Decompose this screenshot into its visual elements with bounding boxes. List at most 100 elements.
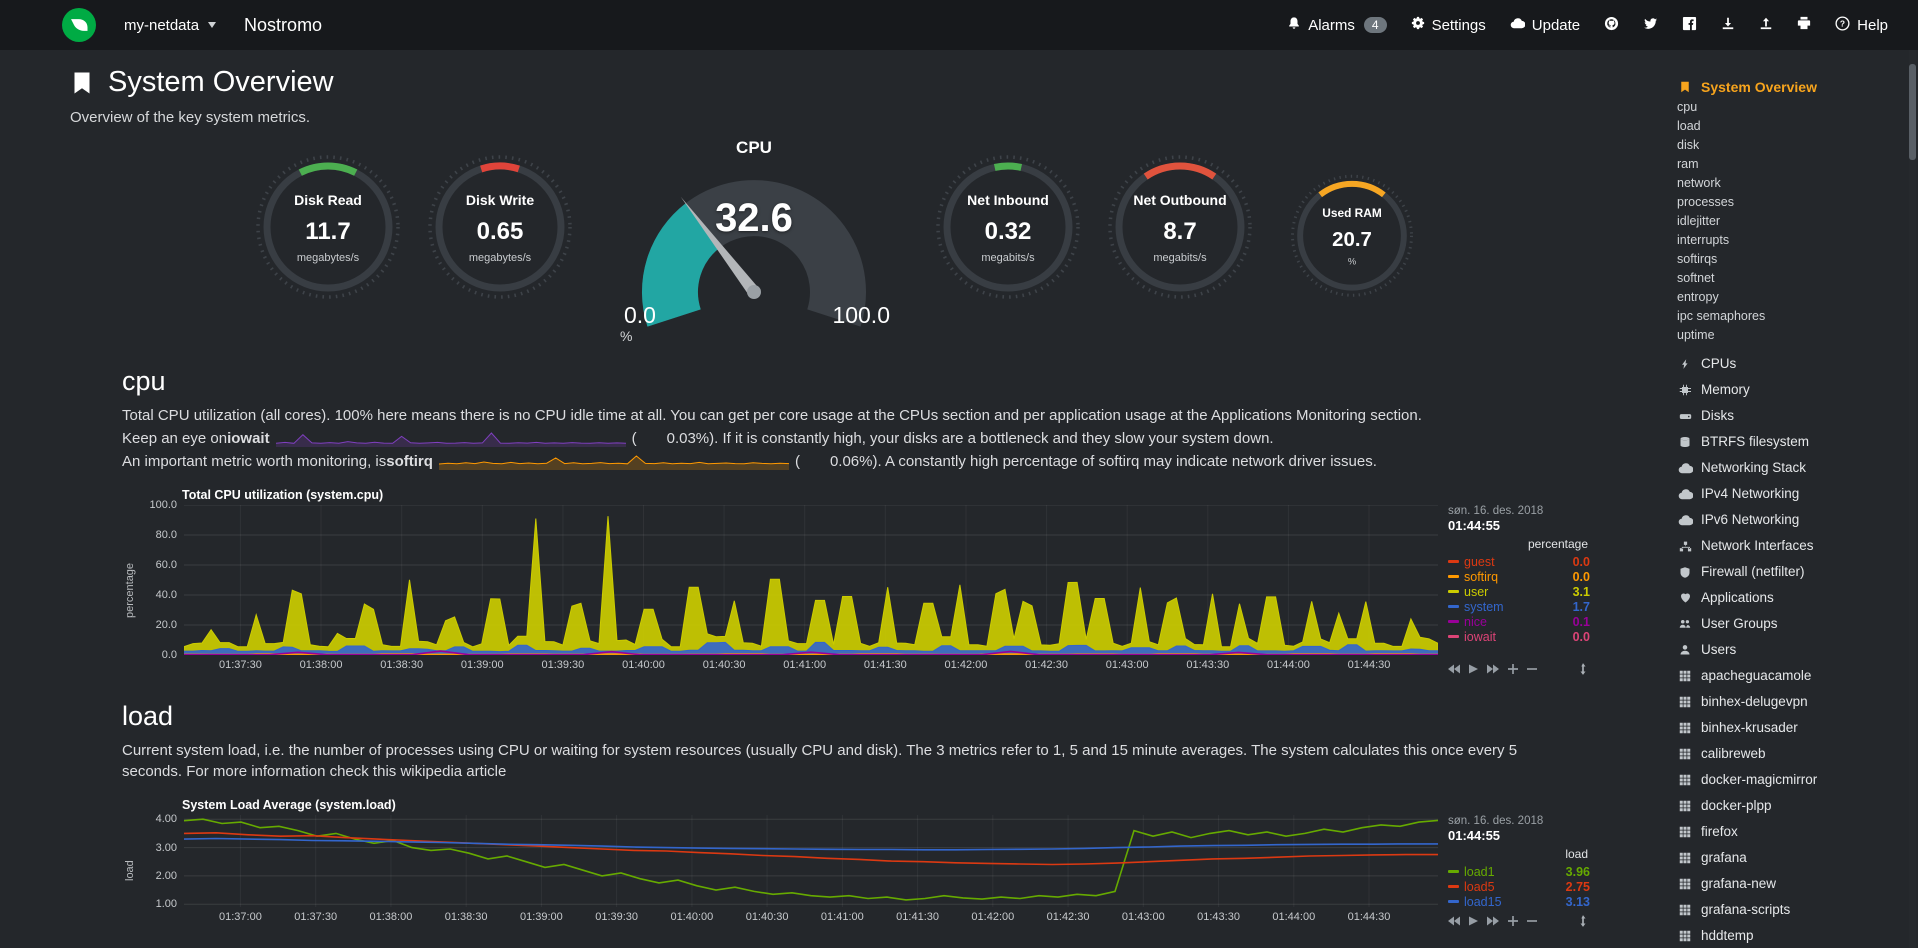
help-button[interactable]: ? Help [1835,15,1888,35]
pan-backward-icon[interactable] [1448,916,1460,926]
sidebar-item-label: Network Interfaces [1701,538,1814,553]
print-button[interactable] [1797,16,1811,34]
users-icon [1677,618,1693,630]
netdata-logo[interactable] [62,8,96,42]
settings-button[interactable]: Settings [1411,16,1486,34]
x-tick-label: 01:40:00 [622,659,665,671]
sidebar-item-disk[interactable]: disk [1677,136,1904,155]
zoom-in-icon[interactable] [1508,664,1518,674]
sidebar-item-docker-plpp[interactable]: docker-plpp [1677,793,1904,819]
alarms-button[interactable]: Alarms 4 [1287,16,1387,34]
page-scrollbar[interactable] [1909,50,1916,948]
sidebar-item-interrupts[interactable]: interrupts [1677,231,1904,250]
zoom-in-icon[interactable] [1508,916,1518,926]
sidebar-item-binhex-delugevpn[interactable]: binhex-delugevpn [1677,689,1904,715]
legend-item-user[interactable]: user 3.1 [1448,584,1590,599]
sidebar-item-uptime[interactable]: uptime [1677,326,1904,345]
legend-item-guest[interactable]: guest 0.0 [1448,554,1590,569]
legend-item-iowait[interactable]: iowait 0.0 [1448,629,1590,644]
sidebar-item-network[interactable]: network [1677,174,1904,193]
zoom-out-icon[interactable] [1527,916,1537,926]
sidebar-item-binhex-krusader[interactable]: binhex-krusader [1677,715,1904,741]
scrollbar-thumb[interactable] [1909,64,1916,160]
database-icon [1677,436,1693,448]
twitter-button[interactable] [1643,16,1658,35]
sidebar-item-grafana-new[interactable]: grafana-new [1677,871,1904,897]
y-tick-label: 4.00 [155,813,177,826]
sidebar-item-cpu[interactable]: cpu [1677,98,1904,117]
export-snapshot-button[interactable] [1759,16,1773,34]
pan-backward-icon[interactable] [1448,664,1460,674]
bell-icon [1287,16,1301,34]
sidebar-item-applications[interactable]: Applications [1677,585,1904,611]
play-icon[interactable] [1469,664,1478,674]
disk-read-gauge[interactable]: Disk Read 11.7 megabytes/s [253,152,403,322]
sidebar-item-cpus[interactable]: CPUs [1677,351,1904,377]
resize-handle-icon[interactable] [1578,915,1588,927]
sidebar-item-label: binhex-delugevpn [1701,694,1808,709]
facebook-button[interactable] [1682,16,1697,35]
sidebar-item-btrfs-filesystem[interactable]: BTRFS filesystem [1677,429,1904,455]
net-inbound-gauge[interactable]: Net Inbound 0.32 megabits/s [933,152,1083,322]
load-chart-plot[interactable]: 01:37:00 01:37:30 01:38:00 01:38:30 01:39:00… [184,815,1438,923]
sidebar-item-processes[interactable]: processes [1677,193,1904,212]
zoom-out-icon[interactable] [1527,664,1537,674]
cpu-description: Total CPU utilization (all cores). 100% … [122,407,1422,424]
sidebar-item-network-interfaces[interactable]: Network Interfaces [1677,533,1904,559]
sidebar-item-ram[interactable]: ram [1677,155,1904,174]
sidebar-item-firefox[interactable]: firefox [1677,819,1904,845]
sidebar-item-ipv4-networking[interactable]: IPv4 Networking [1677,481,1904,507]
legend-item-softirq[interactable]: softirq 0.0 [1448,569,1590,584]
play-icon[interactable] [1469,916,1478,926]
legend-item-load1[interactable]: load1 3.96 [1448,864,1590,879]
legend-item-load15[interactable]: load15 3.13 [1448,894,1590,909]
sidebar-item-calibreweb[interactable]: calibreweb [1677,741,1904,767]
softirq-sparkline[interactable] [438,454,789,470]
cpu-gauge[interactable]: CPU 32.6 0.0 100.0 % [604,136,904,348]
net-outbound-gauge[interactable]: Net Outbound 8.7 megabits/s [1105,152,1255,322]
legend-swatch [1448,605,1459,608]
sidebar-item-label: IPv6 Networking [1701,512,1800,527]
sidebar-item-label: Memory [1701,382,1750,397]
sidebar-item-grafana[interactable]: grafana [1677,845,1904,871]
sidebar-item-hddtemp[interactable]: hddtemp [1677,923,1904,948]
sidebar-item-softirqs[interactable]: softirqs [1677,250,1904,269]
sidebar-item-idlejitter[interactable]: idlejitter [1677,212,1904,231]
sidebar-item-ipv6-networking[interactable]: IPv6 Networking [1677,507,1904,533]
github-button[interactable] [1604,16,1619,35]
sidebar-item-system-overview[interactable]: System Overview [1677,76,1904,98]
sidebar-item-ipc-semaphores[interactable]: ipc semaphores [1677,307,1904,326]
sidebar-item-label: interrupts [1677,233,1730,247]
update-button[interactable]: Update [1510,16,1580,35]
sidebar-item-users[interactable]: Users [1677,637,1904,663]
sidebar-item-grafana-scripts[interactable]: grafana-scripts [1677,897,1904,923]
disk-write-gauge[interactable]: Disk Write 0.65 megabytes/s [425,152,575,322]
load-chart-ylabel: load [124,860,136,882]
sidebar-item-softnet[interactable]: softnet [1677,269,1904,288]
pan-forward-icon[interactable] [1487,664,1499,674]
sidebar-item-firewall-netfilter[interactable]: Firewall (netfilter) [1677,559,1904,585]
iowait-sparkline[interactable] [275,431,626,447]
my-netdata-dropdown[interactable]: my-netdata [124,17,217,34]
sidebar-item-docker-magicmirror[interactable]: docker-magicmirror [1677,767,1904,793]
pan-forward-icon[interactable] [1487,916,1499,926]
sidebar-item-networking-stack[interactable]: Networking Stack [1677,455,1904,481]
sidebar-item-apacheguacamole[interactable]: apacheguacamole [1677,663,1904,689]
legend-item-nice[interactable]: nice 0.1 [1448,614,1590,629]
resize-handle-icon[interactable] [1578,663,1588,675]
sidebar-item-label: uptime [1677,328,1715,342]
sidebar-item-disks[interactable]: Disks [1677,403,1904,429]
legend-item-load5[interactable]: load5 2.75 [1448,879,1590,894]
cpu-chart-plot[interactable]: 01:37:30 01:38:00 01:38:30 01:39:00 01:39:30… [184,505,1438,671]
sidebar-item-user-groups[interactable]: User Groups [1677,611,1904,637]
legend-item-system[interactable]: system 1.7 [1448,599,1590,614]
help-label: Help [1857,16,1888,34]
x-tick-label: 01:43:30 [1197,911,1240,923]
sidebar-item-entropy[interactable]: entropy [1677,288,1904,307]
legend-name: load15 [1464,894,1502,909]
sidebar-item-label: processes [1677,195,1734,209]
sidebar-item-memory[interactable]: Memory [1677,377,1904,403]
sidebar-item-load[interactable]: load [1677,117,1904,136]
used-ram-gauge[interactable]: Used RAM 20.7% [1288,172,1416,317]
import-snapshot-button[interactable] [1721,16,1735,34]
